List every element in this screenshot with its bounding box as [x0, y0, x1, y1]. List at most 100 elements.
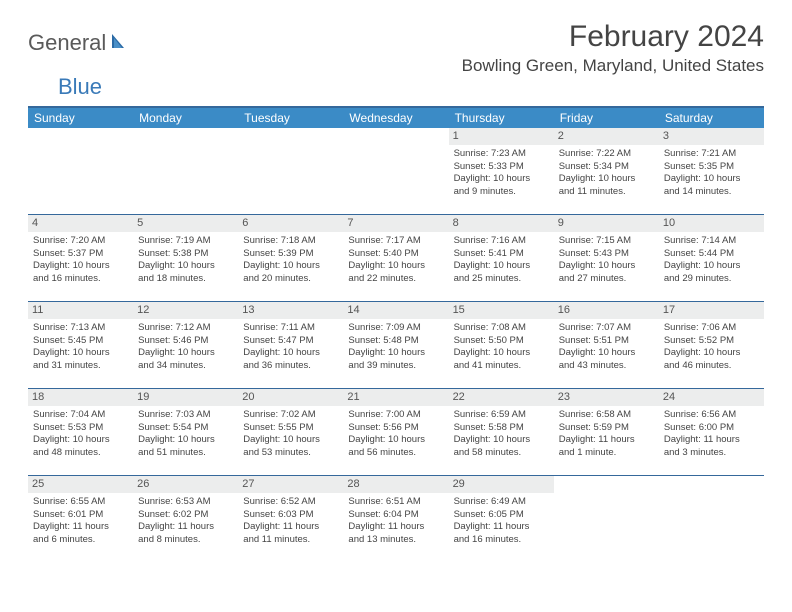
day-detail: Daylight: 10 hours	[348, 434, 443, 447]
day-number: 3	[659, 128, 764, 145]
day-detail: Sunset: 5:52 PM	[664, 335, 759, 348]
day-detail: Sunrise: 6:55 AM	[33, 496, 128, 509]
calendar-cell: 22Sunrise: 6:59 AMSunset: 5:58 PMDayligh…	[449, 389, 554, 476]
day-detail: Sunrise: 7:14 AM	[664, 235, 759, 248]
day-number: 6	[238, 215, 343, 232]
day-detail: Sunset: 5:41 PM	[454, 248, 549, 261]
day-number: 21	[343, 389, 448, 406]
day-number: 20	[238, 389, 343, 406]
day-detail: Daylight: 10 hours	[138, 434, 233, 447]
day-detail: and 41 minutes.	[454, 360, 549, 373]
logo-text-1: General	[28, 30, 106, 56]
location: Bowling Green, Maryland, United States	[462, 56, 764, 76]
calendar-cell: 5Sunrise: 7:19 AMSunset: 5:38 PMDaylight…	[133, 215, 238, 302]
day-detail: Sunset: 5:45 PM	[33, 335, 128, 348]
day-detail: Sunrise: 7:23 AM	[454, 148, 549, 161]
calendar-cell: 12Sunrise: 7:12 AMSunset: 5:46 PMDayligh…	[133, 302, 238, 389]
day-detail: Sunset: 6:02 PM	[138, 509, 233, 522]
calendar-cell: 19Sunrise: 7:03 AMSunset: 5:54 PMDayligh…	[133, 389, 238, 476]
day-detail: and 6 minutes.	[33, 534, 128, 547]
day-number: 5	[133, 215, 238, 232]
day-detail: Sunset: 6:00 PM	[664, 422, 759, 435]
calendar-cell	[343, 128, 448, 215]
day-detail: Sunset: 6:03 PM	[243, 509, 338, 522]
day-detail: and 46 minutes.	[664, 360, 759, 373]
day-detail: and 51 minutes.	[138, 447, 233, 460]
day-detail: Sunrise: 7:16 AM	[454, 235, 549, 248]
day-detail: Sunset: 5:48 PM	[348, 335, 443, 348]
day-detail: and 29 minutes.	[664, 273, 759, 286]
calendar-cell	[28, 128, 133, 215]
day-detail: Sunrise: 7:09 AM	[348, 322, 443, 335]
day-number: 26	[133, 476, 238, 493]
day-detail: Daylight: 11 hours	[348, 521, 443, 534]
calendar-cell: 2Sunrise: 7:22 AMSunset: 5:34 PMDaylight…	[554, 128, 659, 215]
day-detail: Sunrise: 7:15 AM	[559, 235, 654, 248]
day-detail: and 22 minutes.	[348, 273, 443, 286]
day-detail: Sunrise: 7:04 AM	[33, 409, 128, 422]
day-detail: Sunset: 5:56 PM	[348, 422, 443, 435]
day-number: 1	[449, 128, 554, 145]
day-detail: Daylight: 10 hours	[243, 260, 338, 273]
day-detail: Sunrise: 7:07 AM	[559, 322, 654, 335]
calendar-cell: 15Sunrise: 7:08 AMSunset: 5:50 PMDayligh…	[449, 302, 554, 389]
weekday-header: Thursday	[449, 107, 554, 128]
day-detail: and 9 minutes.	[454, 186, 549, 199]
day-detail: and 20 minutes.	[243, 273, 338, 286]
day-detail: Sunrise: 7:06 AM	[664, 322, 759, 335]
day-detail: Daylight: 10 hours	[348, 347, 443, 360]
day-detail: Sunset: 5:44 PM	[664, 248, 759, 261]
day-detail: and 13 minutes.	[348, 534, 443, 547]
day-detail: Sunset: 5:37 PM	[33, 248, 128, 261]
calendar-cell: 29Sunrise: 6:49 AMSunset: 6:05 PMDayligh…	[449, 476, 554, 563]
day-number: 12	[133, 302, 238, 319]
day-detail: Sunrise: 6:59 AM	[454, 409, 549, 422]
calendar-cell: 20Sunrise: 7:02 AMSunset: 5:55 PMDayligh…	[238, 389, 343, 476]
calendar-cell: 24Sunrise: 6:56 AMSunset: 6:00 PMDayligh…	[659, 389, 764, 476]
month-title: February 2024	[462, 20, 764, 54]
day-detail: Daylight: 10 hours	[33, 434, 128, 447]
calendar-cell: 4Sunrise: 7:20 AMSunset: 5:37 PMDaylight…	[28, 215, 133, 302]
logo-sail-icon	[110, 32, 130, 55]
weekday-header: Sunday	[28, 107, 133, 128]
day-detail: Daylight: 10 hours	[454, 260, 549, 273]
day-detail: and 34 minutes.	[138, 360, 233, 373]
calendar-cell: 17Sunrise: 7:06 AMSunset: 5:52 PMDayligh…	[659, 302, 764, 389]
day-detail: Daylight: 11 hours	[559, 434, 654, 447]
day-detail: Daylight: 10 hours	[664, 260, 759, 273]
day-detail: Sunset: 5:54 PM	[138, 422, 233, 435]
day-detail: Sunrise: 7:03 AM	[138, 409, 233, 422]
day-detail: Sunrise: 7:02 AM	[243, 409, 338, 422]
day-detail: Sunrise: 6:52 AM	[243, 496, 338, 509]
calendar-cell	[238, 128, 343, 215]
calendar-cell: 21Sunrise: 7:00 AMSunset: 5:56 PMDayligh…	[343, 389, 448, 476]
calendar-cell: 26Sunrise: 6:53 AMSunset: 6:02 PMDayligh…	[133, 476, 238, 563]
day-detail: Daylight: 10 hours	[559, 173, 654, 186]
day-detail: Daylight: 10 hours	[138, 260, 233, 273]
day-detail: Daylight: 10 hours	[138, 347, 233, 360]
day-detail: Sunset: 5:53 PM	[33, 422, 128, 435]
day-detail: Sunset: 5:34 PM	[559, 161, 654, 174]
day-detail: Sunset: 6:05 PM	[454, 509, 549, 522]
day-detail: Sunrise: 7:21 AM	[664, 148, 759, 161]
day-detail: Daylight: 11 hours	[138, 521, 233, 534]
day-detail: Daylight: 11 hours	[664, 434, 759, 447]
calendar-cell: 27Sunrise: 6:52 AMSunset: 6:03 PMDayligh…	[238, 476, 343, 563]
day-detail: and 56 minutes.	[348, 447, 443, 460]
day-detail: and 14 minutes.	[664, 186, 759, 199]
weekday-header: Tuesday	[238, 107, 343, 128]
day-detail: Sunrise: 7:13 AM	[33, 322, 128, 335]
day-detail: Sunset: 5:35 PM	[664, 161, 759, 174]
day-detail: Sunset: 5:46 PM	[138, 335, 233, 348]
calendar-cell: 25Sunrise: 6:55 AMSunset: 6:01 PMDayligh…	[28, 476, 133, 563]
calendar-cell: 18Sunrise: 7:04 AMSunset: 5:53 PMDayligh…	[28, 389, 133, 476]
day-number: 2	[554, 128, 659, 145]
logo-text-2: Blue	[58, 74, 102, 100]
day-detail: Sunset: 5:58 PM	[454, 422, 549, 435]
day-detail: Daylight: 10 hours	[454, 434, 549, 447]
day-number: 27	[238, 476, 343, 493]
day-detail: Sunset: 5:33 PM	[454, 161, 549, 174]
day-number: 23	[554, 389, 659, 406]
day-detail: Sunrise: 6:51 AM	[348, 496, 443, 509]
day-number: 28	[343, 476, 448, 493]
